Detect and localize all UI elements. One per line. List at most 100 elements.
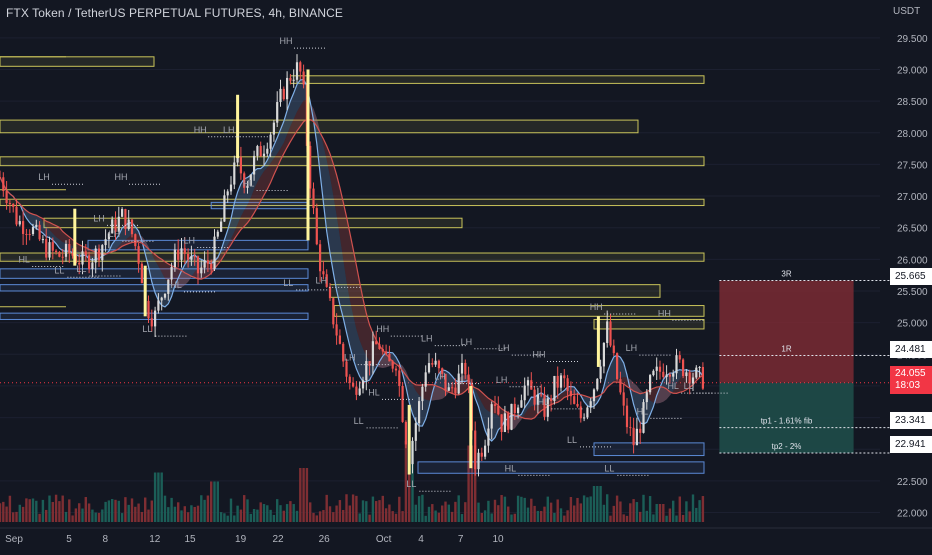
candle-body [375, 341, 378, 345]
supply-zone [0, 56, 155, 67]
volume-bar [533, 505, 536, 522]
candle-body [662, 371, 665, 377]
candle-body [530, 380, 533, 390]
volume-bar [474, 445, 477, 522]
volume-bar [450, 511, 454, 522]
candle-body [25, 233, 28, 235]
candle-body [35, 224, 38, 228]
candle-body [688, 372, 691, 384]
volume-bar [398, 496, 401, 522]
volume-bar [394, 513, 398, 522]
volume-bar [427, 506, 431, 522]
candle-body [187, 253, 190, 260]
volume-bar [124, 497, 127, 522]
supply-zone [0, 156, 705, 167]
candle-body [569, 390, 572, 397]
volume-bar [615, 495, 619, 522]
volume-bar [41, 499, 45, 522]
y-tick-label: 25.500 [897, 287, 928, 298]
candle-body [691, 377, 695, 384]
candle-body [78, 262, 81, 265]
volume-bar [444, 501, 447, 522]
volume-bar [599, 486, 602, 522]
volume-bar [348, 505, 351, 522]
candle-body [104, 239, 107, 246]
candle-body [31, 227, 35, 235]
candle-body [559, 375, 563, 388]
candle-body [253, 155, 256, 175]
volume-bar [691, 494, 695, 522]
candle-body [487, 428, 490, 446]
candle-body [210, 263, 213, 270]
swing-label: LH [434, 372, 446, 382]
volume-bar [342, 509, 345, 522]
candle-body [474, 430, 477, 470]
volume-bar [8, 495, 12, 522]
swing-label: HL [170, 280, 182, 290]
volume-bar [609, 515, 612, 522]
candle-body [589, 401, 592, 408]
volume-bar [302, 468, 305, 522]
candle-body [513, 403, 516, 414]
candle-body [276, 102, 279, 123]
volume-bar [28, 499, 31, 522]
candle-body [309, 145, 312, 189]
volume-bar [681, 514, 685, 522]
volume-bar [589, 496, 592, 522]
volume-bar [305, 468, 309, 522]
swing-label: HH [376, 324, 389, 334]
candle-body [352, 382, 355, 387]
volume-bar [658, 504, 662, 522]
candle-body [236, 157, 239, 163]
candle-body [586, 407, 589, 418]
candle-body [94, 248, 97, 263]
x-tick-label: 8 [103, 534, 109, 545]
volume-bar [345, 494, 348, 522]
volume-bar [322, 510, 325, 522]
candle-body [147, 300, 150, 319]
candle-body [295, 62, 299, 80]
swing-label: LL [604, 463, 614, 473]
position-box: 3R 1R tp1 - 1.61% fib tp2 - 2% [0, 270, 890, 454]
candle-body [140, 263, 143, 284]
candle-body [282, 88, 285, 100]
volume-bar [526, 507, 530, 522]
volume-bar [606, 494, 609, 522]
target-label: 3R [781, 270, 791, 279]
volume-bar [332, 512, 335, 522]
live-countdown: 18:03 [895, 380, 921, 391]
candle-body [256, 146, 259, 156]
volume-bar [38, 513, 41, 522]
candle-body [460, 362, 464, 374]
price-tag-3r: 25.665 [890, 268, 932, 285]
x-tick-label: 22 [272, 534, 284, 545]
candle-body [167, 279, 170, 294]
volume-bar [540, 511, 543, 522]
supply-zone [289, 75, 705, 84]
candle-body [223, 195, 226, 222]
y-tick-label: 26.500 [897, 224, 928, 235]
candle-body [583, 417, 586, 419]
volume-bar [243, 495, 246, 522]
volume-bar [160, 472, 163, 522]
candle-body [22, 221, 25, 234]
volume-bar [140, 511, 144, 522]
candle-body [540, 394, 543, 396]
swing-label: LL [76, 264, 86, 274]
candle-body [81, 251, 84, 265]
volume-bar [266, 505, 269, 522]
volume-bar [464, 502, 467, 522]
volume-bar [652, 514, 655, 522]
candle-body [269, 134, 272, 149]
volume-bar [249, 513, 252, 522]
volume-bar [701, 496, 705, 522]
candle-body [196, 256, 200, 274]
candle-body [302, 71, 305, 85]
volume-bar [226, 515, 229, 522]
slow-ma-line [0, 118, 704, 420]
volume-bar [543, 506, 546, 522]
y-tick-label: 29.500 [897, 34, 928, 45]
volume-bar [213, 481, 216, 522]
